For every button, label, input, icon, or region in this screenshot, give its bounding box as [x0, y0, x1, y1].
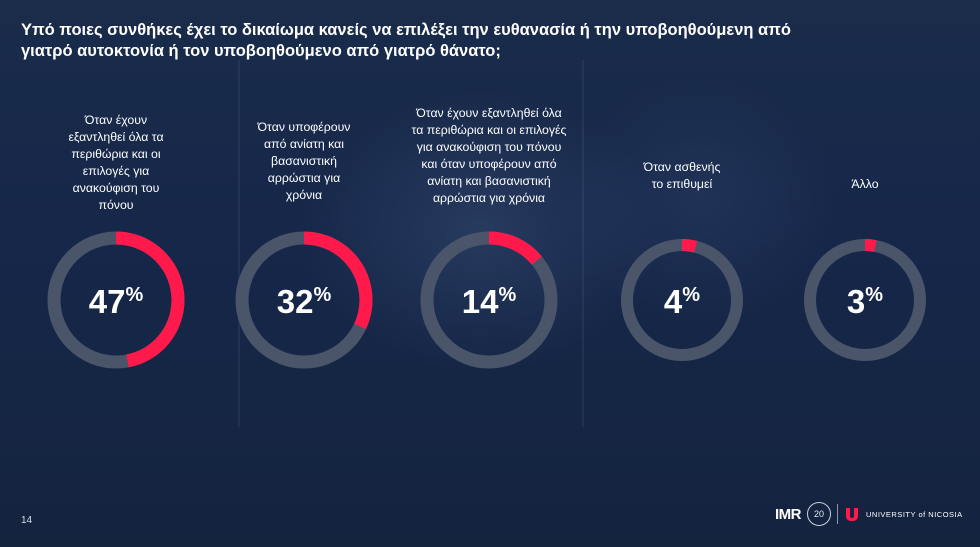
category-label: Άλλο — [815, 80, 915, 193]
logo-bar: IMR 20 UNIVERSITY of NICOSIA — [775, 502, 963, 526]
category-label-line: για ανακούφιση του πόνου — [416, 140, 562, 154]
donut-chart — [621, 239, 743, 361]
category-label-line: Όταν υποφέρουν — [257, 120, 351, 134]
category-label-line: Όταν ασθενής — [643, 160, 721, 174]
percentage-number: 4 — [663, 283, 683, 320]
title-line: Υπό ποιες συνθήκες έχει το δικαίωμα κανε… — [21, 21, 791, 39]
category-label-line: περιθώρια και οι — [71, 147, 161, 161]
university-crest-icon — [846, 508, 858, 521]
imr-logo: IMR — [775, 505, 802, 523]
category-label-line: Όταν έχουν — [84, 113, 148, 127]
percentage-sign: % — [313, 284, 332, 306]
background-line — [238, 60, 240, 427]
category-label-line: χρόνια — [285, 188, 323, 202]
percentage-value: 32% — [234, 283, 374, 321]
percentage-value: 4% — [612, 283, 752, 321]
percentage-number: 3 — [846, 283, 866, 320]
percentage-number: 32 — [276, 283, 314, 320]
category-label-line: αρρώστια για χρόνια — [432, 191, 546, 205]
page-number: 14 — [21, 515, 33, 526]
donut-value-arc — [235, 231, 373, 369]
category-label-line: Άλλο — [851, 177, 879, 191]
logo-divider — [837, 504, 838, 524]
percentage-value: 3% — [795, 283, 935, 321]
category-label: Όταν υποφέρουν από ανίατη και βασανιστική α… — [229, 80, 379, 204]
background-line — [582, 60, 584, 427]
percentage-sign: % — [125, 284, 144, 306]
donut-value-arc — [804, 239, 926, 361]
category-label: Όταν έχουν εξαντληθεί όλα τα περιθώρια και… — [41, 80, 191, 214]
donut-value-arc — [47, 231, 185, 369]
category-label: Όταν έχουν εξαντληθεί όλα τα περιθώρια κα… — [394, 80, 584, 207]
category-label-line: το επιθυμεί — [651, 177, 713, 191]
percentage-value: 14% — [419, 283, 559, 321]
title-line: γιατρό αυτοκτονία ή τον υποβοηθούμενο απ… — [21, 42, 501, 60]
category-label-line: πόνου — [98, 198, 134, 212]
page-title: Υπό ποιες συνθήκες έχει το δικαίωμα κανε… — [21, 20, 901, 62]
category-label-line: ανακούφιση του — [72, 181, 160, 195]
category-label-line: ανίατη και βασανιστική — [427, 174, 551, 188]
category-label-line: τα περιθώρια και οι επιλογές — [411, 123, 567, 137]
donut-value-arc — [621, 239, 743, 361]
donut-chart — [420, 231, 558, 369]
anniversary-badge: 20 — [807, 502, 831, 526]
category-label: Όταν ασθενής το επιθυμεί — [622, 80, 742, 193]
percentage-value: 47% — [46, 283, 186, 321]
category-label-line: αρρώστια για — [267, 171, 341, 185]
donut-chart — [235, 231, 373, 369]
category-label-line: επιλογές για — [82, 164, 150, 178]
percentage-sign: % — [865, 284, 884, 306]
donut-value-arc — [420, 231, 558, 369]
percentage-sign: % — [682, 284, 701, 306]
category-label-line: από ανίατη και — [264, 137, 344, 151]
category-label-line: εξαντληθεί όλα τα — [68, 130, 164, 144]
category-label-line: και όταν υποφέρουν από — [421, 157, 557, 171]
category-label-line: Όταν έχουν εξαντληθεί όλα — [416, 106, 562, 120]
donut-chart — [804, 239, 926, 361]
donut-chart — [47, 231, 185, 369]
percentage-sign: % — [498, 284, 517, 306]
category-label-line: βασανιστική — [271, 154, 337, 168]
percentage-number: 47 — [88, 283, 126, 320]
percentage-number: 14 — [461, 283, 499, 320]
university-logo-text: UNIVERSITY of NICOSIA — [866, 509, 963, 519]
